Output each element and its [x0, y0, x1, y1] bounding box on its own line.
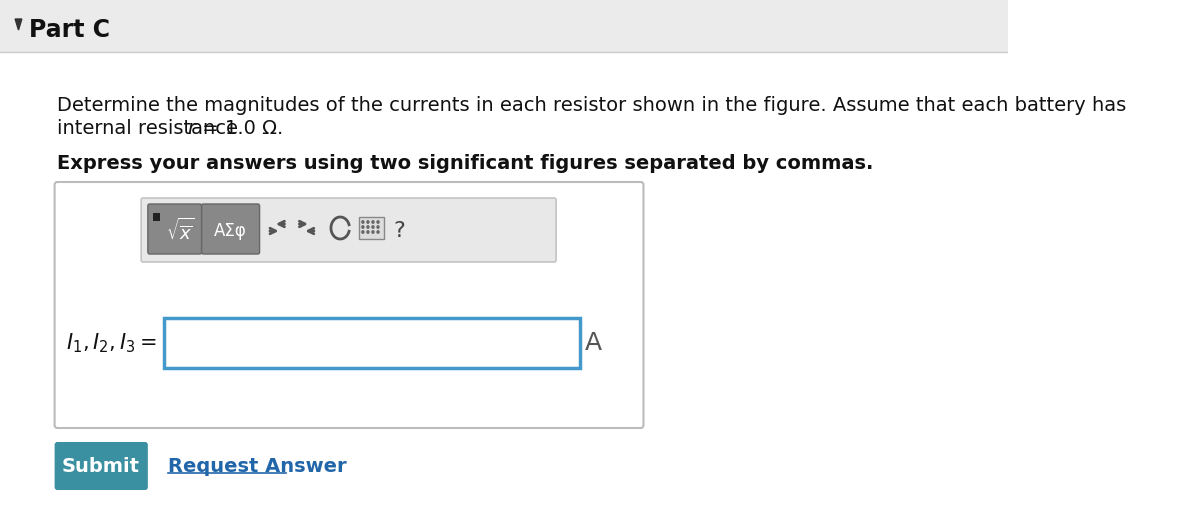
- Text: $\sqrt{\overline{x}}$: $\sqrt{\overline{x}}$: [167, 218, 194, 244]
- Circle shape: [362, 221, 364, 223]
- FancyBboxPatch shape: [202, 204, 259, 254]
- Text: Submit: Submit: [62, 456, 140, 476]
- Circle shape: [372, 231, 374, 233]
- FancyBboxPatch shape: [0, 0, 1008, 52]
- FancyBboxPatch shape: [148, 204, 202, 254]
- Circle shape: [377, 226, 379, 228]
- Circle shape: [367, 231, 368, 233]
- Circle shape: [377, 221, 379, 223]
- Text: = 1.0 Ω.: = 1.0 Ω.: [196, 119, 283, 137]
- Text: ?: ?: [394, 221, 404, 241]
- Circle shape: [367, 221, 368, 223]
- FancyBboxPatch shape: [142, 198, 556, 262]
- FancyBboxPatch shape: [55, 442, 148, 490]
- FancyBboxPatch shape: [359, 217, 384, 239]
- Text: r: r: [187, 119, 196, 137]
- Circle shape: [367, 226, 368, 228]
- Text: internal resistance: internal resistance: [58, 119, 245, 137]
- Text: Part C: Part C: [30, 18, 110, 42]
- FancyBboxPatch shape: [55, 182, 643, 428]
- Circle shape: [372, 221, 374, 223]
- FancyBboxPatch shape: [152, 213, 160, 221]
- Circle shape: [372, 226, 374, 228]
- Circle shape: [362, 231, 364, 233]
- Text: Determine the magnitudes of the currents in each resistor shown in the figure. A: Determine the magnitudes of the currents…: [58, 95, 1127, 114]
- Circle shape: [377, 231, 379, 233]
- FancyBboxPatch shape: [164, 318, 580, 368]
- Text: Request Answer: Request Answer: [168, 456, 347, 476]
- Text: A: A: [584, 331, 601, 355]
- Circle shape: [362, 226, 364, 228]
- FancyBboxPatch shape: [0, 52, 1008, 518]
- Text: Express your answers using two significant figures separated by commas.: Express your answers using two significa…: [58, 153, 874, 172]
- Polygon shape: [16, 19, 22, 30]
- Text: AΣφ: AΣφ: [214, 222, 246, 240]
- Text: $I_1, I_2, I_3 =$: $I_1, I_2, I_3 =$: [66, 331, 156, 355]
